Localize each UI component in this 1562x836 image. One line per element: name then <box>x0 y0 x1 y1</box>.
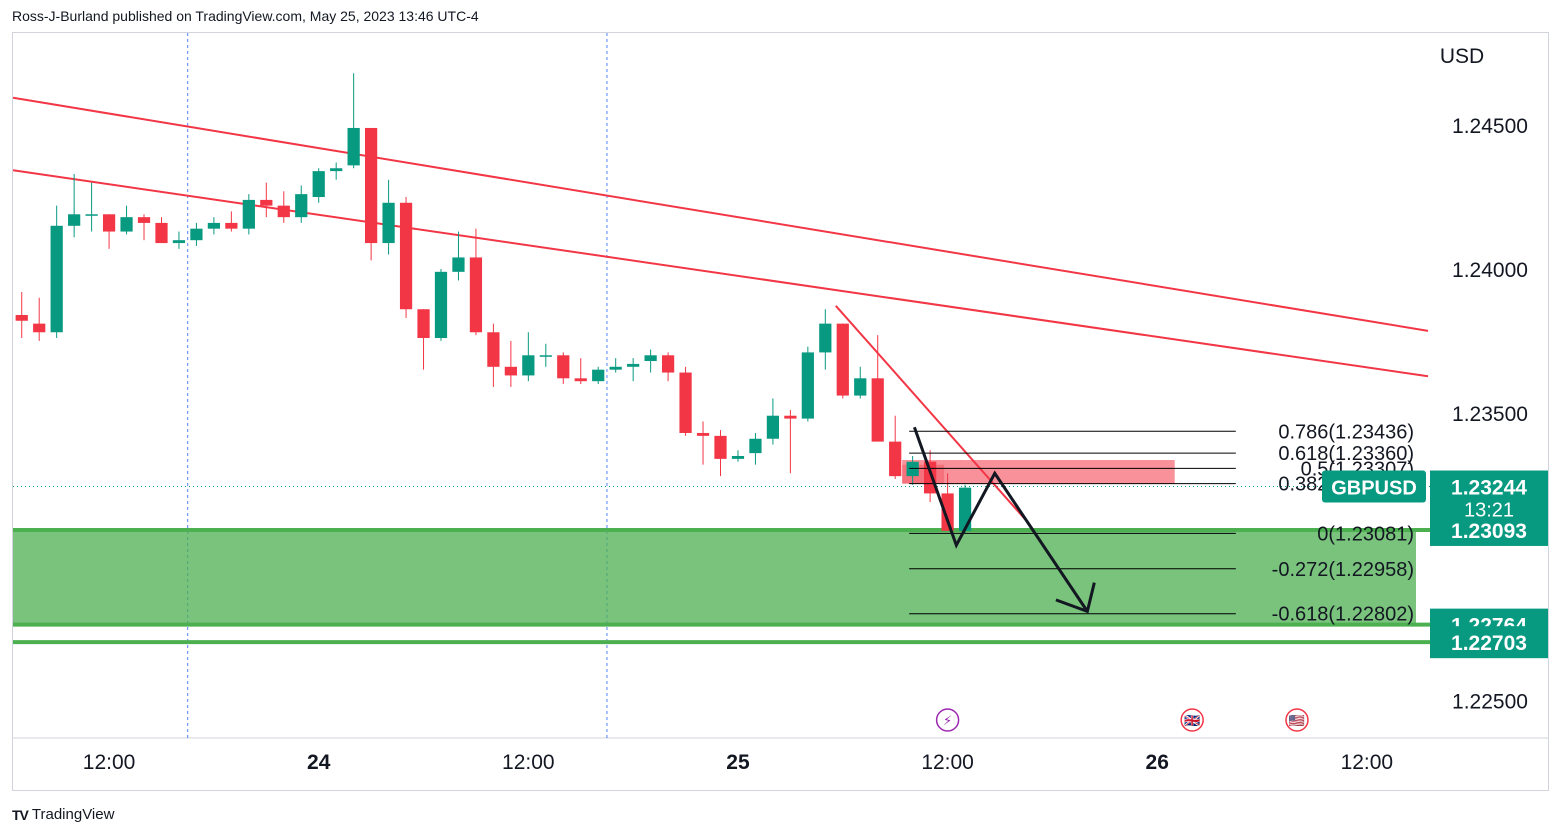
candle-down <box>487 332 500 367</box>
candle-down <box>33 323 46 333</box>
lightning-event-icon <box>935 708 960 732</box>
x-tick-label: 12:00 <box>83 751 136 774</box>
projection-path <box>912 426 1089 613</box>
candle-down <box>784 415 797 419</box>
candle-up <box>819 323 832 353</box>
candle-down <box>871 378 884 442</box>
fib-level-label: 0.618(1.23360) <box>1278 443 1414 465</box>
candle-up <box>68 214 81 226</box>
candle-up <box>906 461 919 477</box>
candle-down <box>836 323 849 396</box>
candle-up <box>330 168 343 172</box>
countdown-label: 13:21 <box>1464 500 1514 522</box>
symbol-badge <box>1322 470 1426 503</box>
x-tick-label: 12:00 <box>921 751 974 774</box>
x-tick-label: 25 <box>726 751 750 774</box>
candle-up <box>347 127 360 166</box>
x-tick-label: 12:00 <box>502 751 555 774</box>
x-tick-label: 24 <box>307 751 331 774</box>
candle-up <box>207 222 221 229</box>
uk-flag-icon-glyph: 🇬🇧 <box>1184 713 1200 728</box>
currency-label: USD <box>1440 45 1484 68</box>
candle-down <box>277 205 290 218</box>
candle-up <box>627 363 640 367</box>
chart-frame <box>12 32 1549 791</box>
candle-up <box>452 257 465 272</box>
y-tick-label: 1.23500 <box>1452 403 1528 426</box>
candle-up <box>172 240 186 244</box>
resistance-zone <box>902 460 1175 484</box>
candle-up <box>434 271 448 339</box>
candle-down <box>889 441 902 477</box>
candle-up <box>731 456 745 459</box>
us-flag-icon-glyph: 🇺🇸 <box>1289 713 1305 728</box>
candle-up <box>50 225 63 333</box>
candle-down <box>924 461 937 494</box>
candle-up <box>242 199 255 229</box>
trendline <box>13 96 1429 332</box>
candle-down <box>102 214 116 232</box>
candle-down <box>365 127 378 244</box>
footer-brand: TV TradingView <box>12 806 114 823</box>
fib-level-label: 0.786(1.23436) <box>1278 421 1414 443</box>
candle-up <box>539 355 552 357</box>
footer-brand-label: TradingView <box>31 806 115 823</box>
candle-down <box>696 432 710 436</box>
uk-flag-icon <box>1180 708 1204 732</box>
x-tick-label: 26 <box>1146 751 1169 774</box>
x-tick-label: 12:00 <box>1341 751 1394 774</box>
lightning-event-icon-glyph: ⚡ <box>943 713 952 728</box>
candle-up <box>190 228 203 241</box>
candle-down <box>557 355 570 379</box>
candle-up <box>592 369 605 382</box>
last-price-label: 1.23244 <box>1451 477 1527 500</box>
candle-down <box>469 257 483 333</box>
candle-up <box>766 415 780 439</box>
last-price-box <box>1430 470 1548 521</box>
candle-up <box>120 217 133 232</box>
trendline <box>13 169 1429 378</box>
candle-down <box>679 372 692 433</box>
fib-level-label: -0.618(1.22802) <box>1272 604 1414 626</box>
candle-up <box>854 378 867 396</box>
candle-up <box>749 438 762 454</box>
price-label-text: 1.22703 <box>1451 632 1527 655</box>
y-tick-label: 1.24000 <box>1452 259 1528 282</box>
candle-up <box>609 366 622 370</box>
candle-up <box>522 355 535 376</box>
candle-down <box>137 217 151 223</box>
candle-down <box>225 222 238 229</box>
candle-up <box>295 194 308 218</box>
candle-down <box>574 378 587 382</box>
candle-down <box>155 222 168 244</box>
us-flag-icon <box>1285 708 1309 732</box>
candle-down <box>504 366 517 376</box>
candle-down <box>417 309 430 339</box>
candle-up <box>644 355 657 362</box>
y-tick-label: 1.22500 <box>1452 691 1528 714</box>
y-tick-label: 1.24500 <box>1452 115 1528 138</box>
price-label-box <box>1430 626 1548 659</box>
support-zone <box>13 529 1416 625</box>
symbol-label: GBPUSD <box>1331 478 1417 500</box>
candle-up <box>801 352 814 419</box>
candle-down <box>714 435 727 459</box>
candle-up <box>312 171 325 198</box>
publisher-line: Ross-J-Burland published on TradingView.… <box>12 8 479 24</box>
projection-arrowhead-icon <box>1055 582 1096 614</box>
fib-level-label: 0(1.23081) <box>1317 523 1414 545</box>
fib-level-label: -0.272(1.22958) <box>1272 559 1414 581</box>
candle-down <box>15 315 28 321</box>
candle-up <box>958 487 972 531</box>
candle-down <box>399 202 413 310</box>
candle-up <box>85 214 98 216</box>
price-label-text: 1.23093 <box>1451 520 1527 543</box>
tradingview-logo-icon: TV <box>12 806 29 823</box>
candle-up <box>382 202 395 244</box>
trendline <box>835 305 1031 526</box>
candle-down <box>941 493 954 531</box>
candle-down <box>661 355 675 373</box>
candle-down <box>260 199 273 206</box>
